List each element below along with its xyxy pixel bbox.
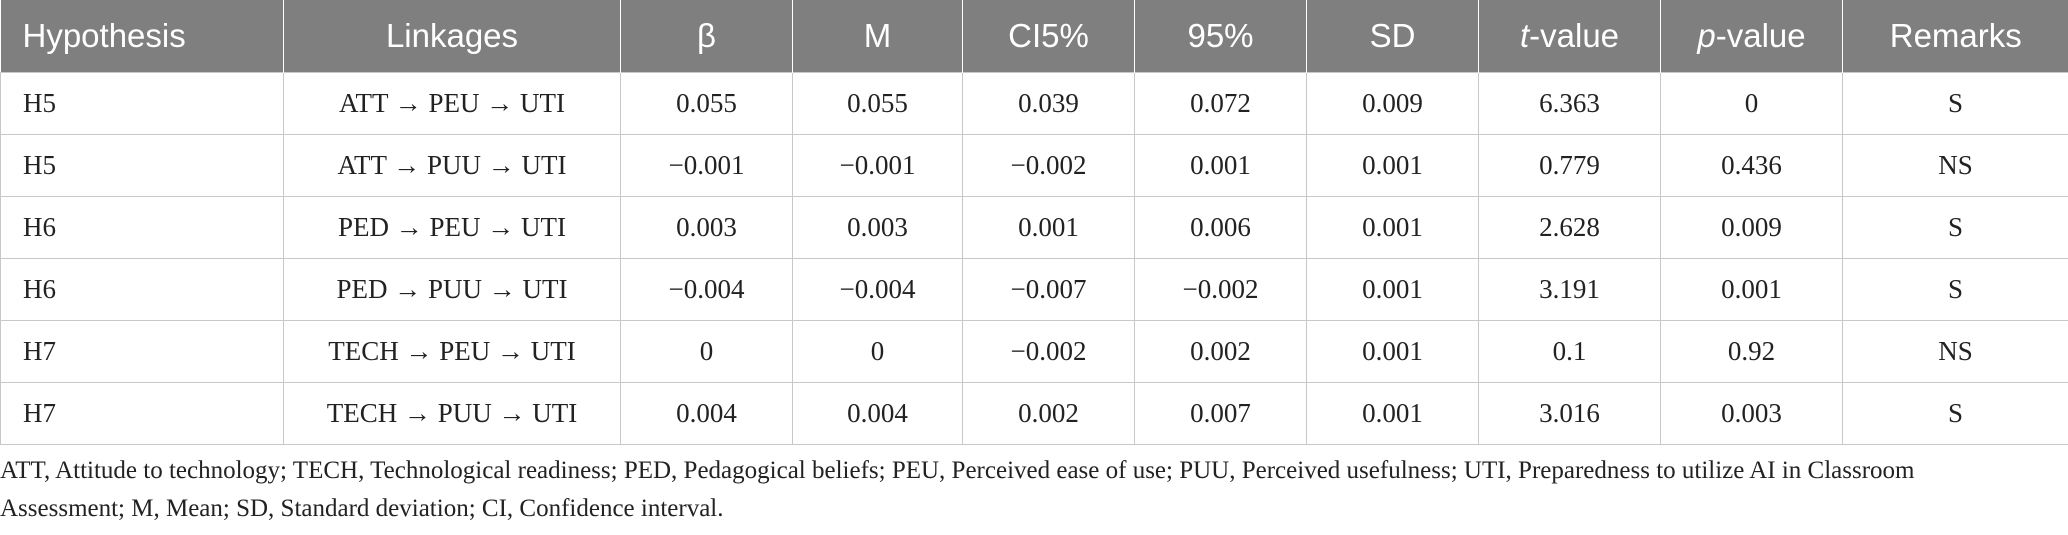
header-beta: β bbox=[620, 0, 793, 72]
cell-beta: 0.004 bbox=[620, 381, 793, 445]
cell-remarks: S bbox=[1842, 257, 2068, 321]
header-linkages: Linkages bbox=[283, 0, 621, 72]
cell-remarks: NS bbox=[1842, 319, 2068, 383]
cell-mean: −0.001 bbox=[792, 133, 963, 197]
header-sd: SD bbox=[1306, 0, 1479, 72]
cell-mean: 0.003 bbox=[792, 195, 963, 259]
cell-hypothesis: H6 bbox=[0, 257, 284, 321]
results-table-container: Hypothesis Linkages β M CI5% 95% SD t-va… bbox=[0, 0, 2068, 445]
cell-linkage: PED → PUU → UTI bbox=[283, 257, 621, 321]
cell-sd: 0.001 bbox=[1306, 257, 1479, 321]
cell-p-value: 0.436 bbox=[1660, 133, 1843, 197]
cell-t-value: 3.016 bbox=[1478, 381, 1661, 445]
cell-p-value: 0.92 bbox=[1660, 319, 1843, 383]
header-mean: M bbox=[792, 0, 963, 72]
table-row: H7 TECH → PUU → UTI 0.004 0.004 0.002 0.… bbox=[0, 381, 2068, 445]
cell-beta: −0.004 bbox=[620, 257, 793, 321]
cell-hypothesis: H5 bbox=[0, 133, 284, 197]
cell-p-value: 0 bbox=[1660, 71, 1843, 135]
table-row: H6 PED → PEU → UTI 0.003 0.003 0.001 0.0… bbox=[0, 195, 2068, 259]
header-p-value: p-value bbox=[1660, 0, 1843, 72]
cell-ci5: 0.039 bbox=[962, 71, 1135, 135]
table-row: H5 ATT → PEU → UTI 0.055 0.055 0.039 0.0… bbox=[0, 71, 2068, 135]
header-ci95: 95% bbox=[1134, 0, 1307, 72]
header-remarks: Remarks bbox=[1842, 0, 2068, 72]
cell-ci5: 0.002 bbox=[962, 381, 1135, 445]
cell-t-value: 3.191 bbox=[1478, 257, 1661, 321]
cell-linkage: PED → PEU → UTI bbox=[283, 195, 621, 259]
cell-ci95: 0.001 bbox=[1134, 133, 1307, 197]
cell-beta: 0.003 bbox=[620, 195, 793, 259]
table-row: H6 PED → PUU → UTI −0.004 −0.004 −0.007 … bbox=[0, 257, 2068, 321]
cell-linkage: TECH → PUU → UTI bbox=[283, 381, 621, 445]
cell-ci95: 0.006 bbox=[1134, 195, 1307, 259]
cell-ci95: 0.007 bbox=[1134, 381, 1307, 445]
mediation-results-table: Hypothesis Linkages β M CI5% 95% SD t-va… bbox=[0, 0, 2068, 445]
cell-remarks: NS bbox=[1842, 133, 2068, 197]
cell-sd: 0.001 bbox=[1306, 381, 1479, 445]
cell-sd: 0.001 bbox=[1306, 319, 1479, 383]
cell-t-value: 6.363 bbox=[1478, 71, 1661, 135]
cell-ci95: 0.072 bbox=[1134, 71, 1307, 135]
cell-t-value: 0.1 bbox=[1478, 319, 1661, 383]
cell-p-value: 0.009 bbox=[1660, 195, 1843, 259]
cell-beta: −0.001 bbox=[620, 133, 793, 197]
table-row: H5 ATT → PUU → UTI −0.001 −0.001 −0.002 … bbox=[0, 133, 2068, 197]
cell-linkage: ATT → PUU → UTI bbox=[283, 133, 621, 197]
cell-ci5: −0.002 bbox=[962, 319, 1135, 383]
header-row: Hypothesis Linkages β M CI5% 95% SD t-va… bbox=[0, 0, 2068, 72]
cell-mean: 0.055 bbox=[792, 71, 963, 135]
cell-mean: 0 bbox=[792, 319, 963, 383]
cell-hypothesis: H7 bbox=[0, 381, 284, 445]
cell-remarks: S bbox=[1842, 71, 2068, 135]
cell-sd: 0.001 bbox=[1306, 195, 1479, 259]
cell-t-value: 2.628 bbox=[1478, 195, 1661, 259]
header-hypothesis: Hypothesis bbox=[0, 0, 284, 72]
cell-ci95: 0.002 bbox=[1134, 319, 1307, 383]
cell-sd: 0.001 bbox=[1306, 133, 1479, 197]
cell-hypothesis: H7 bbox=[0, 319, 284, 383]
cell-linkage: TECH → PEU → UTI bbox=[283, 319, 621, 383]
cell-p-value: 0.001 bbox=[1660, 257, 1843, 321]
header-ci5: CI5% bbox=[962, 0, 1135, 72]
cell-ci5: 0.001 bbox=[962, 195, 1135, 259]
table-footnote: ATT, Attitude to technology; TECH, Techn… bbox=[0, 457, 1915, 522]
cell-ci5: −0.007 bbox=[962, 257, 1135, 321]
cell-beta: 0 bbox=[620, 319, 793, 383]
cell-remarks: S bbox=[1842, 195, 2068, 259]
cell-p-value: 0.003 bbox=[1660, 381, 1843, 445]
cell-t-value: 0.779 bbox=[1478, 133, 1661, 197]
cell-hypothesis: H6 bbox=[0, 195, 284, 259]
cell-sd: 0.009 bbox=[1306, 71, 1479, 135]
cell-remarks: S bbox=[1842, 381, 2068, 445]
cell-hypothesis: H5 bbox=[0, 71, 284, 135]
table-row: H7 TECH → PEU → UTI 0 0 −0.002 0.002 0.0… bbox=[0, 319, 2068, 383]
cell-ci5: −0.002 bbox=[962, 133, 1135, 197]
cell-linkage: ATT → PEU → UTI bbox=[283, 71, 621, 135]
header-t-value: t-value bbox=[1478, 0, 1661, 72]
cell-mean: 0.004 bbox=[792, 381, 963, 445]
cell-ci95: −0.002 bbox=[1134, 257, 1307, 321]
cell-beta: 0.055 bbox=[620, 71, 793, 135]
cell-mean: −0.004 bbox=[792, 257, 963, 321]
